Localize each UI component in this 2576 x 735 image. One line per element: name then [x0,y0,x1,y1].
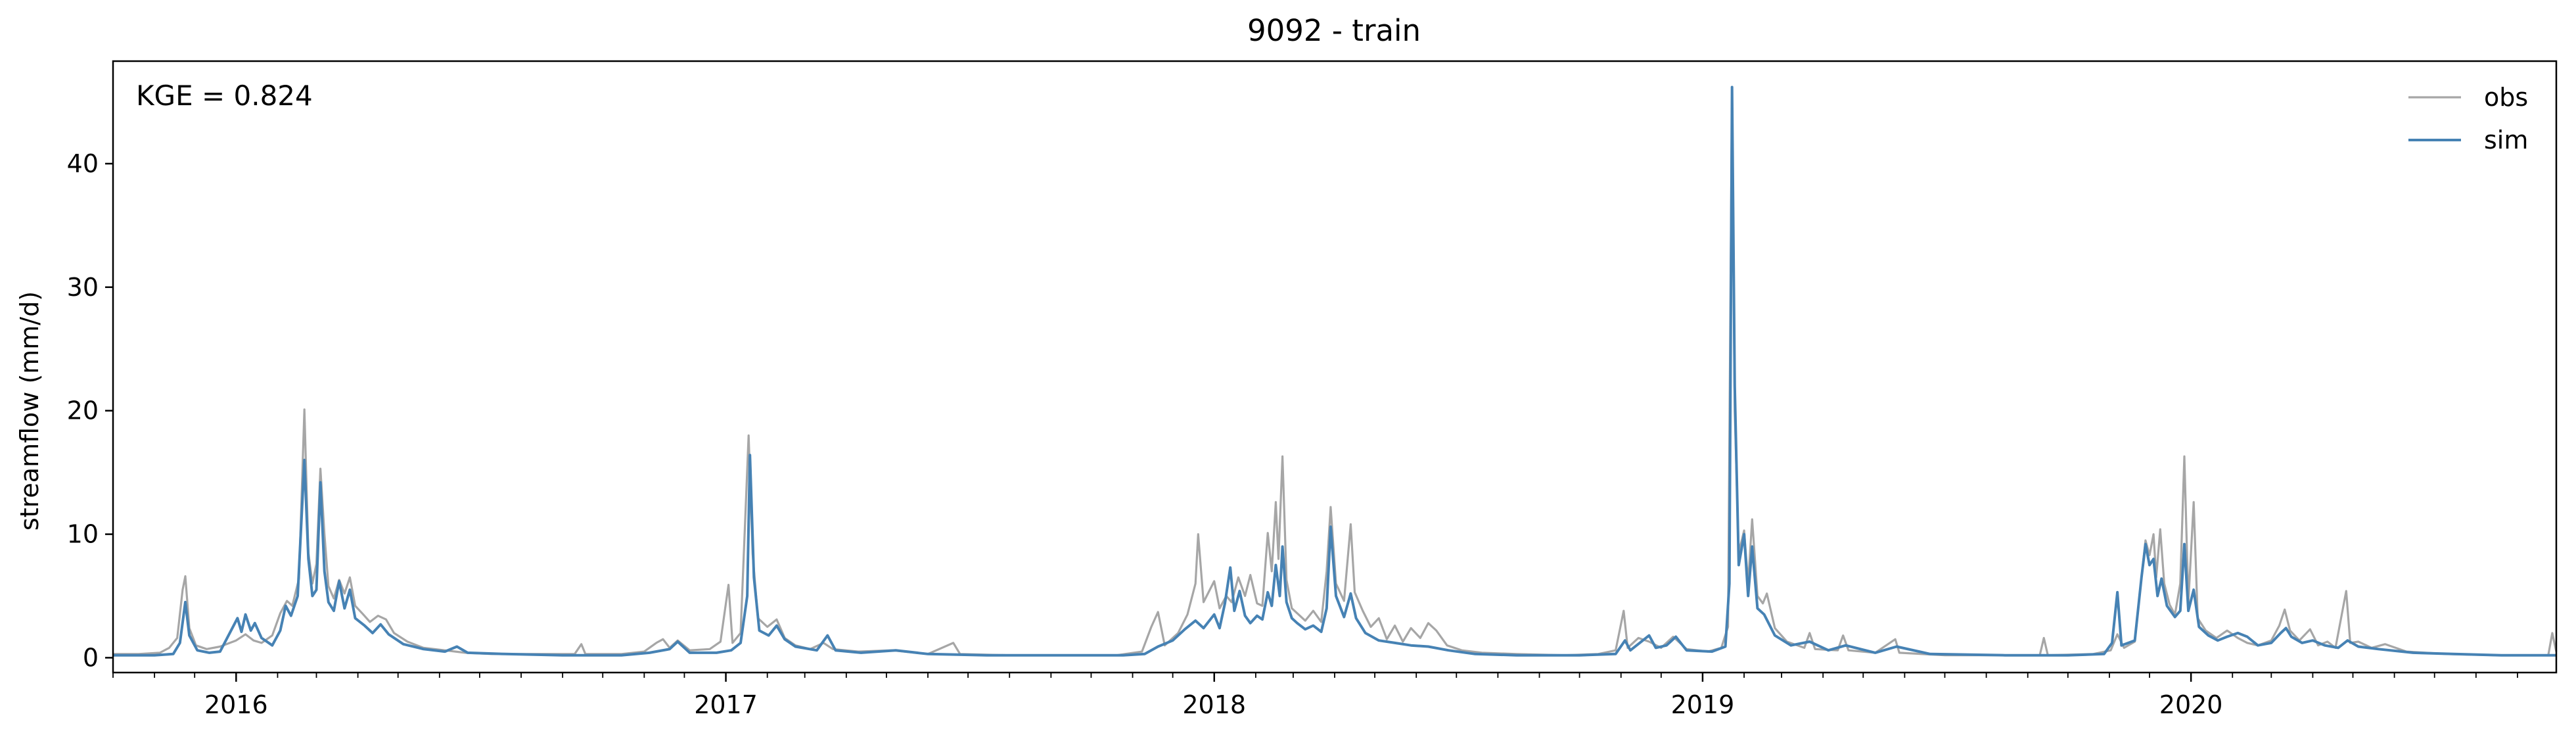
legend: obs sim [2408,83,2528,154]
kge-annotation: KGE = 0.824 [136,80,313,112]
x-axis-ticks: 2016 2017 2018 2019 2020 [112,673,2518,719]
y-tick-label: 40 [67,149,99,178]
x-tick-label: 2020 [2159,690,2223,719]
y-axis-ticks: 0 10 20 30 40 [67,149,113,672]
y-tick-label: 0 [83,643,99,672]
x-tick-label: 2018 [1182,690,1246,719]
x-tick-label: 2019 [1671,690,1735,719]
y-tick-label: 10 [67,520,99,549]
legend-label-obs: obs [2484,83,2528,112]
y-tick-label: 30 [67,273,99,302]
series-layer [113,85,2558,657]
x-tick-label: 2016 [204,690,268,719]
series-line-obs [113,85,2558,657]
y-tick-label: 20 [67,396,99,425]
y-axis-label: streamflow (mm/d) [15,291,44,531]
chart-title: 9092 - train [1247,13,1421,48]
series-line-sim [113,85,2556,657]
x-tick-label: 2017 [694,690,758,719]
plot-frame [112,60,2558,674]
legend-label-sim: sim [2484,126,2528,154]
